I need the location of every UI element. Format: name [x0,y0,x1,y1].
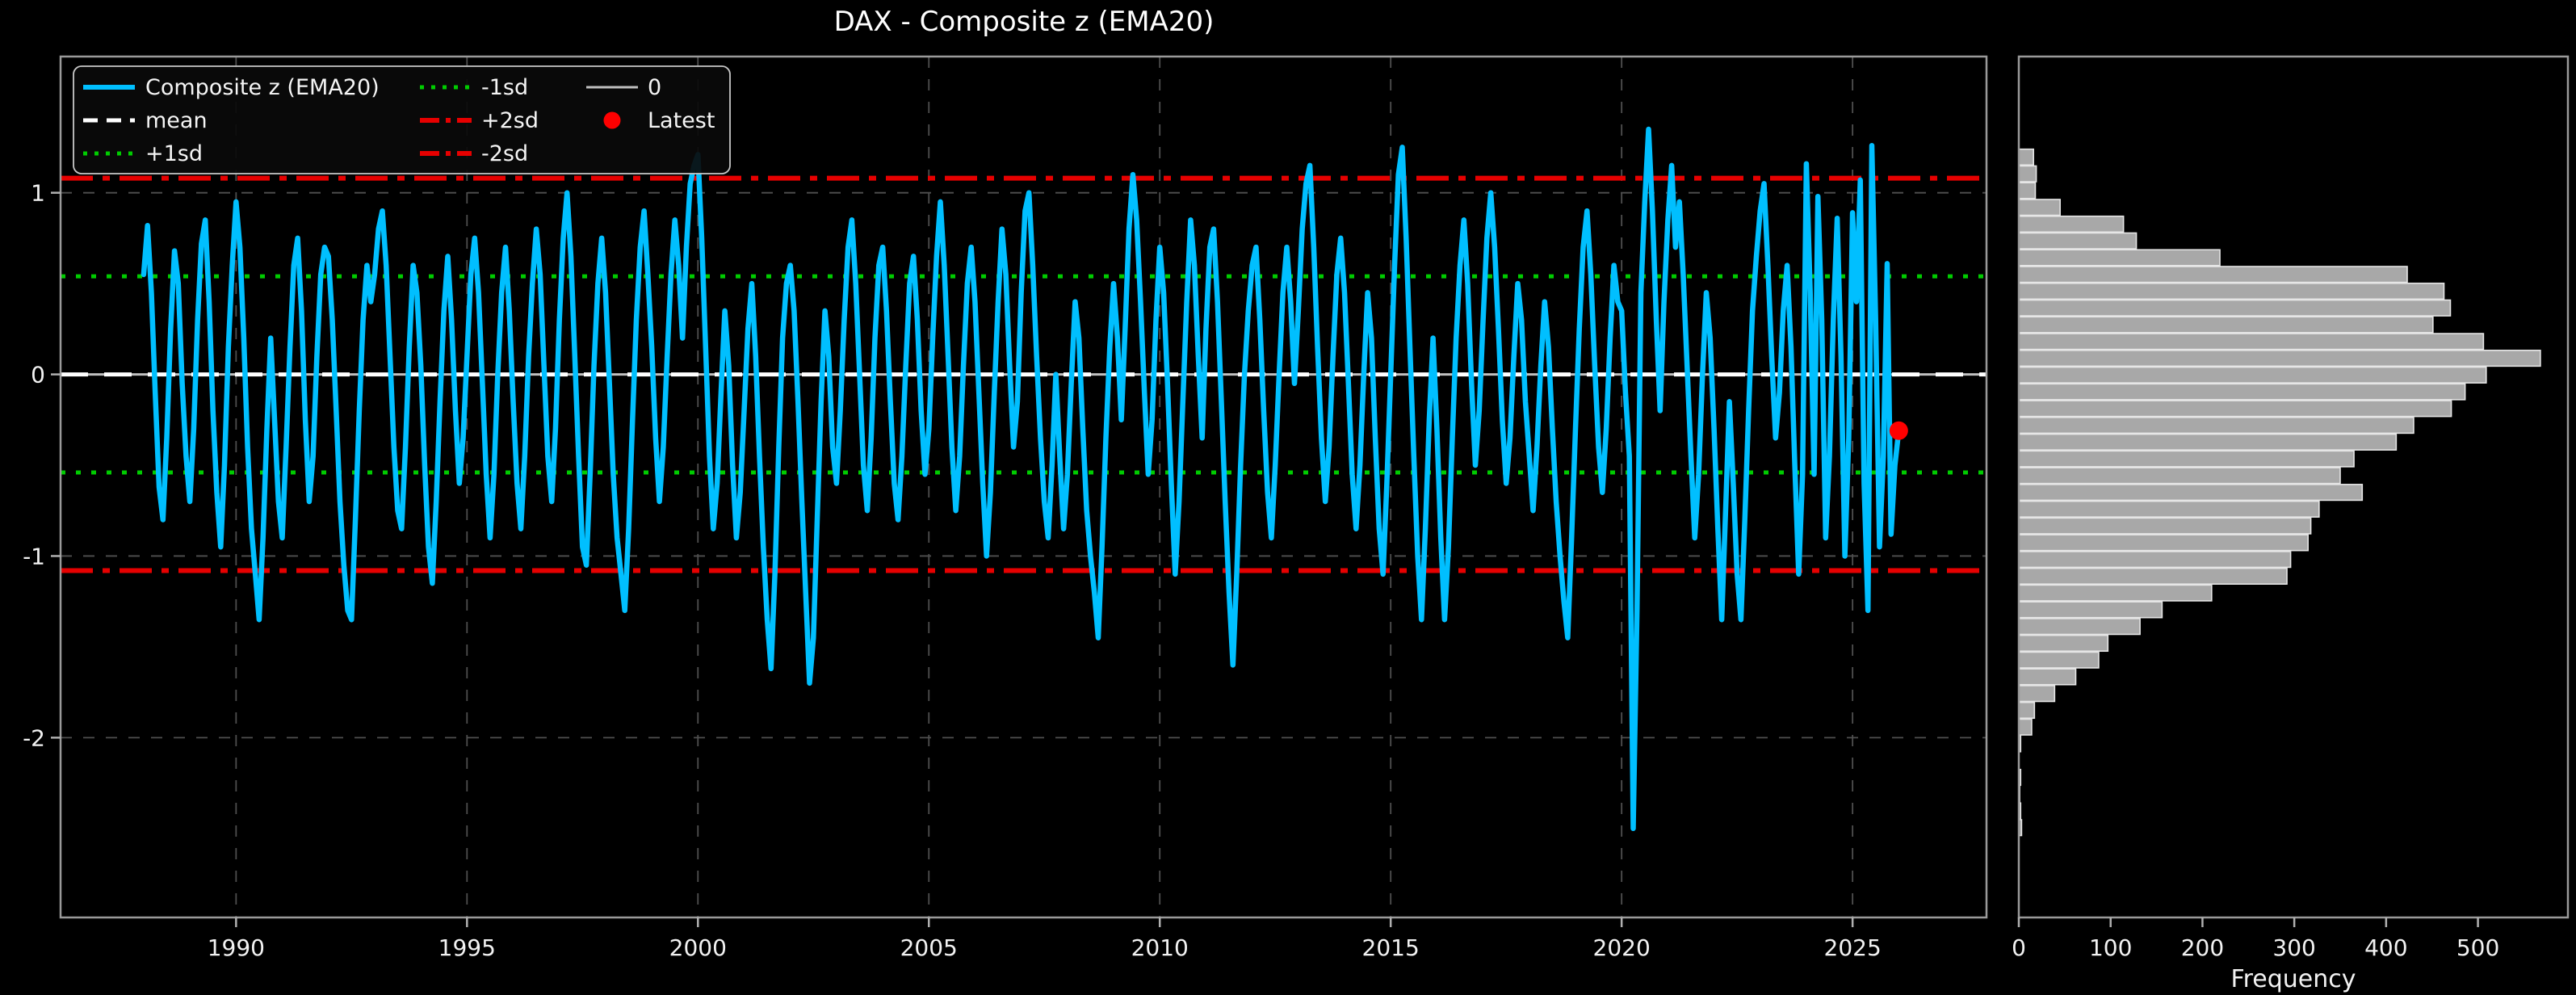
y-tick-label: -2 [23,724,45,751]
histogram-bar [2018,366,2487,384]
histogram-bar [2018,282,2445,300]
histogram-bar [2018,467,2341,485]
histogram-bar [2018,500,2320,518]
x-tick-label: 2025 [1824,934,1882,961]
legend-label: 0 [648,75,661,100]
hist-x-tick-label: 400 [2364,934,2407,961]
histogram-bar [2018,618,2141,636]
histogram-bar [2018,484,2364,502]
y-tick-label: 1 [31,180,45,207]
histogram-bar [2018,417,2414,435]
legend-box [73,65,731,174]
reference-lines [61,175,1987,573]
legend-label: -1sd [481,75,528,100]
histogram-bar [2018,718,2033,736]
histogram-bar [2018,601,2163,619]
y-tick-label: 0 [31,362,45,388]
legend-label: Composite z (EMA20) [145,75,380,100]
histogram-bar [2018,199,2061,216]
histogram-bar [2018,634,2109,653]
histogram-bar [2018,534,2309,552]
hist-xlabel: Frequency [2231,965,2356,993]
hist-x-tick-label: 100 [2089,934,2132,961]
histogram-bar [2018,517,2312,535]
hist-x-tick-label: 200 [2181,934,2224,961]
x-tick-label: 2010 [1131,934,1189,961]
latest-marker [1889,421,1908,440]
histogram-bar [2018,701,2036,720]
axis-ticks: 1990 1995 2000 2005 2010 2015 2020 2025 1 0 -1 -2 0 1… [23,180,2499,961]
histogram-bar [2018,316,2434,334]
hist-x-tick-label: 300 [2272,934,2315,961]
histogram-bar [2018,148,2034,166]
x-tick-label: 2005 [900,934,958,961]
chart-title: DAX - Composite z (EMA20) [834,6,1215,38]
histogram-bar [2018,450,2355,468]
x-tick-label: 2020 [1593,934,1651,961]
histogram-bar [2018,333,2485,351]
legend-label: -2sd [481,141,528,166]
histogram-bar [2018,383,2466,401]
legend: Composite z (EMA20) mean +1sd -1sd +2sd -2sd 0… [73,65,731,174]
legend-label: +2sd [481,108,539,133]
histogram-bar [2018,400,2452,418]
histogram-bar [2018,433,2398,451]
histogram-bar [2018,299,2452,317]
legend-label: mean [145,108,208,133]
histogram-bar [2018,165,2037,183]
timeseries-line [141,126,1902,832]
histogram-bars [2018,148,2541,837]
hist-x-tick-label: 500 [2456,934,2499,961]
histogram-bar [2018,551,2292,569]
x-tick-label: 1990 [208,934,265,961]
legend-marker-swatch [603,111,621,129]
histogram-bar [2018,266,2408,283]
histogram-bar [2018,651,2100,669]
histogram-bar [2018,349,2541,367]
histogram-bar [2018,584,2213,602]
x-tick-label: 1995 [438,934,496,961]
latest-point [1889,421,1908,440]
histogram-bar [2018,215,2125,233]
histogram-bar [2018,567,2288,585]
histogram-bar [2018,232,2138,250]
y-tick-label: -1 [23,543,45,569]
histogram-bar [2018,668,2077,686]
histogram-bar [2018,249,2221,267]
legend-label: Latest [648,108,715,133]
hist-xaxis-label: Frequency [2231,965,2356,993]
legend-label: +1sd [145,141,203,166]
histogram-bar [2018,182,2037,199]
x-tick-label: 2000 [669,934,727,961]
x-tick-label: 2015 [1362,934,1420,961]
histogram-bar [2018,685,2056,703]
hist-x-tick-label: 0 [2012,934,2026,961]
